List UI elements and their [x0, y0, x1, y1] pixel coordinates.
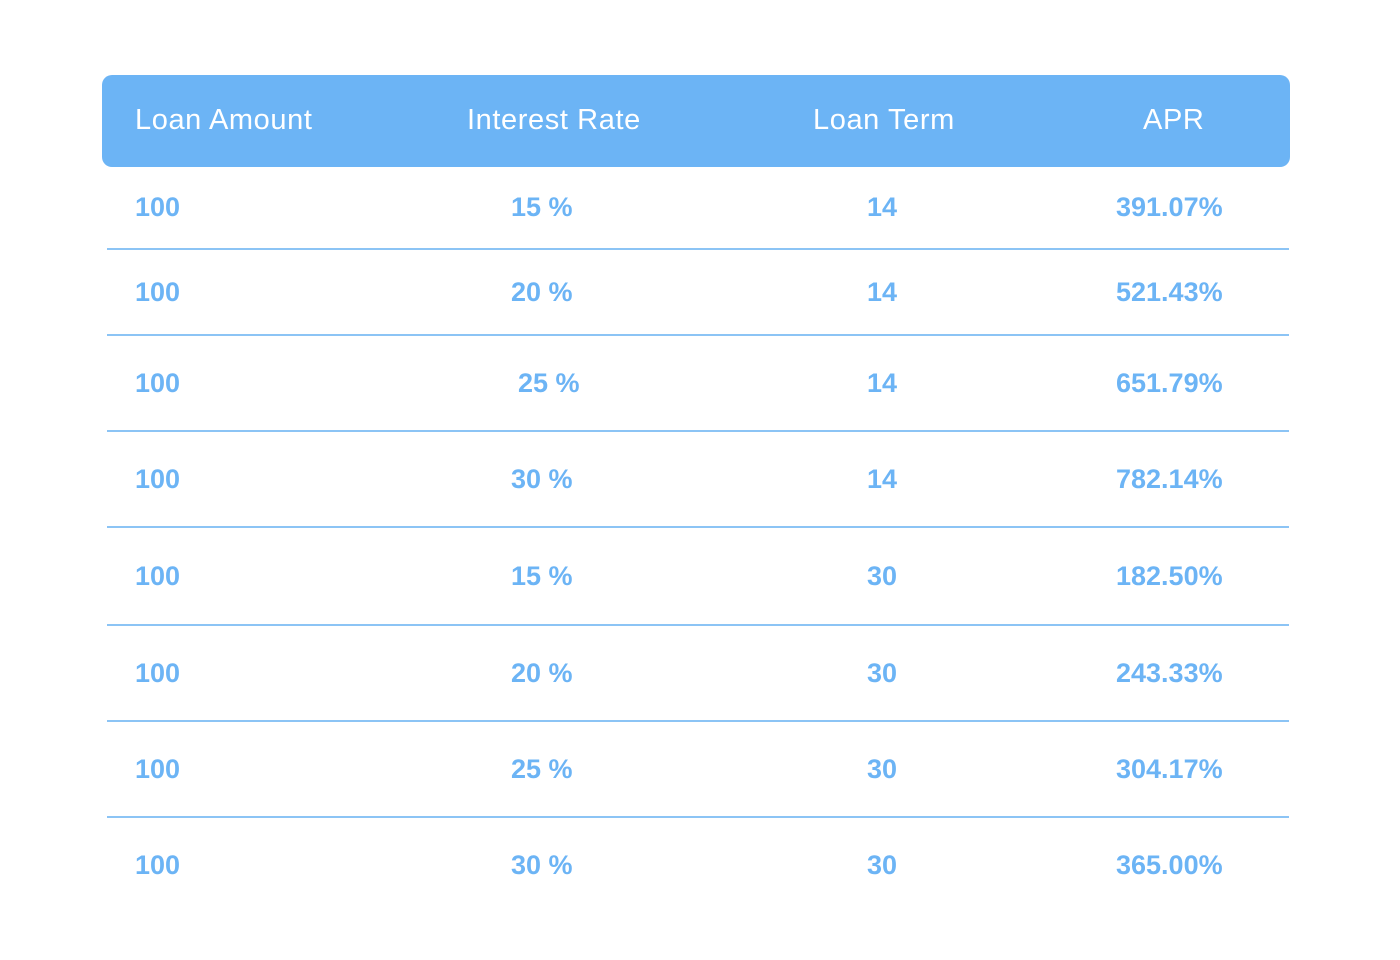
loan-apr-table: Loan Amount Interest Rate Loan Term APR …	[102, 75, 1290, 912]
header-loan-amount: Loan Amount	[135, 104, 313, 136]
cell-loan-amount: 100	[135, 657, 181, 688]
table-row: 100 15 % 30 182.50%	[107, 528, 1289, 626]
cell-interest-rate: 15 %	[511, 560, 573, 591]
cell-interest-rate: 30 %	[511, 463, 573, 494]
cell-apr: 304.17%	[1116, 753, 1223, 784]
cell-loan-term: 14	[867, 276, 898, 307]
table-row: 100 25 % 30 304.17%	[107, 722, 1289, 818]
cell-apr: 182.50%	[1116, 560, 1223, 591]
header-apr: APR	[1143, 104, 1205, 136]
cell-loan-term: 14	[867, 463, 898, 494]
cell-loan-term: 14	[867, 192, 898, 222]
cell-loan-amount: 100	[135, 192, 181, 222]
table-row: 100 30 % 30 365.00%	[107, 818, 1289, 912]
cell-apr: 365.00%	[1116, 849, 1223, 880]
cell-apr: 243.33%	[1116, 657, 1223, 688]
table-row: 100 20 % 30 243.33%	[107, 626, 1289, 722]
cell-apr: 651.79%	[1116, 367, 1223, 398]
cell-loan-term: 30	[867, 657, 898, 688]
cell-loan-amount: 100	[135, 463, 181, 494]
header-loan-term: Loan Term	[813, 104, 955, 136]
table-row: 100 25 % 14 651.79%	[107, 336, 1289, 432]
cell-loan-amount: 100	[135, 560, 181, 591]
table-row: 100 20 % 14 521.43%	[107, 250, 1289, 336]
cell-loan-amount: 100	[135, 849, 181, 880]
cell-loan-amount: 100	[135, 367, 181, 398]
cell-loan-term: 30	[867, 753, 898, 784]
cell-apr: 521.43%	[1116, 276, 1223, 307]
cell-apr: 782.14%	[1116, 463, 1223, 494]
cell-loan-amount: 100	[135, 276, 181, 307]
cell-interest-rate: 20 %	[511, 276, 573, 307]
cell-loan-amount: 100	[135, 753, 181, 784]
cell-interest-rate: 25 %	[518, 367, 580, 398]
cell-interest-rate: 30 %	[511, 849, 573, 880]
cell-interest-rate: 20 %	[511, 657, 573, 688]
cell-apr: 391.07%	[1116, 192, 1223, 222]
table-body: 100 15 % 14 391.07% 100 20 % 14 521.43% …	[102, 167, 1290, 912]
table-header: Loan Amount Interest Rate Loan Term APR	[102, 75, 1290, 167]
cell-interest-rate: 15 %	[511, 192, 573, 222]
cell-loan-term: 14	[867, 367, 898, 398]
header-interest-rate: Interest Rate	[467, 104, 641, 136]
cell-loan-term: 30	[867, 849, 898, 880]
table-row: 100 15 % 14 391.07%	[107, 167, 1289, 250]
table-row: 100 30 % 14 782.14%	[107, 432, 1289, 528]
cell-loan-term: 30	[867, 560, 898, 591]
cell-interest-rate: 25 %	[511, 753, 573, 784]
